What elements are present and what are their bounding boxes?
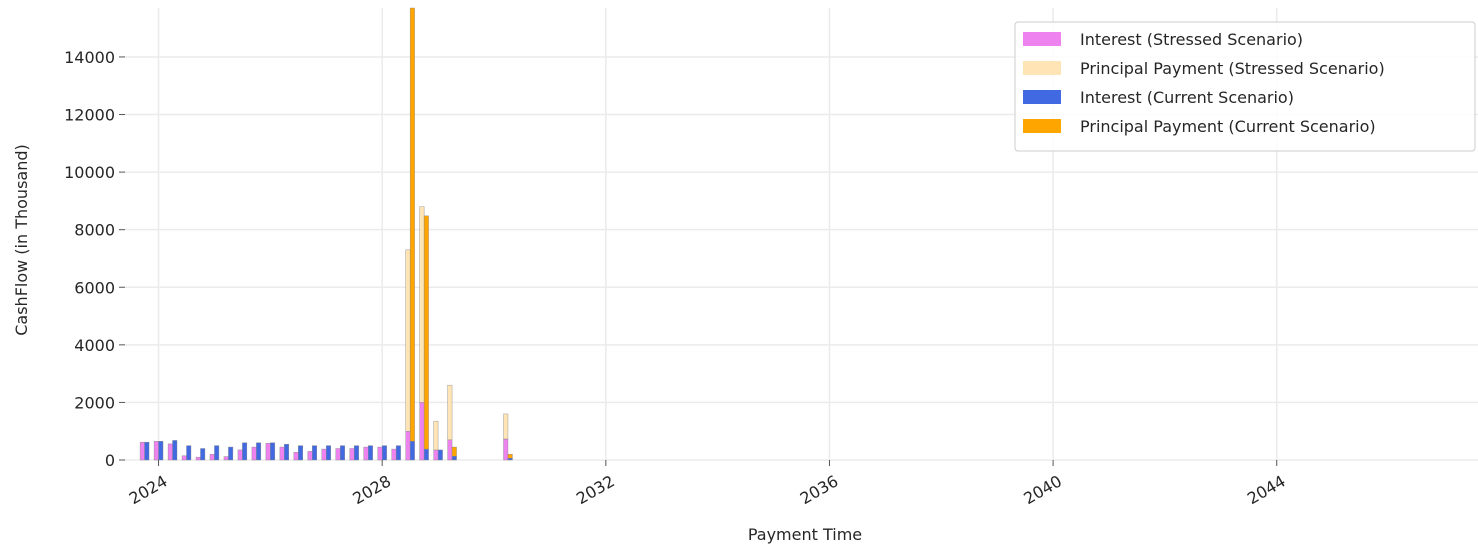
stressed-interest-bar: [139, 441, 145, 461]
stressed-interest-bar: [251, 446, 257, 461]
y-tick-label: 12000: [64, 106, 115, 125]
current-interest-bar: [312, 445, 317, 461]
current-interest-bar: [437, 449, 443, 461]
current-interest-bar: [144, 441, 150, 461]
legend-label: Principal Payment (Current Scenario): [1080, 117, 1376, 136]
y-tick-label: 14000: [64, 48, 115, 67]
current-interest-bar: [326, 445, 331, 461]
x-tick-label: 2044: [1244, 471, 1289, 508]
current-principal-bar: [423, 215, 429, 450]
legend-label: Interest (Stressed Scenario): [1080, 30, 1303, 49]
y-tick-label: 6000: [74, 278, 115, 297]
stressed-interest-bar: [293, 452, 299, 461]
x-axis-label: Payment Time: [748, 525, 862, 544]
current-interest-bar: [242, 442, 248, 461]
x-tick-label: 2028: [349, 471, 394, 508]
stressed-interest-bar: [419, 402, 425, 461]
legend-swatch: [1023, 119, 1061, 133]
current-interest-bar: [172, 440, 178, 461]
current-interest-bar: [298, 445, 303, 461]
y-axis-label: CashFlow (in Thousand): [12, 144, 31, 336]
stressed-principal-bar: [433, 420, 439, 451]
current-interest-bar: [284, 443, 290, 461]
y-tick-label: 0: [105, 451, 115, 470]
stressed-interest-bar: [167, 443, 173, 461]
legend-swatch: [1023, 90, 1061, 104]
stressed-principal-bar: [419, 206, 425, 403]
stressed-interest-bar: [195, 456, 201, 461]
x-tick-label: 2024: [126, 471, 171, 508]
x-tick-label: 2040: [1020, 471, 1065, 508]
current-principal-bar: [409, 7, 415, 442]
y-tick-label: 4000: [74, 336, 115, 355]
legend-box: [1014, 21, 1476, 152]
stressed-interest-bar: [447, 439, 453, 461]
stressed-interest-bar: [433, 449, 439, 461]
stressed-interest-bar: [503, 438, 509, 461]
stressed-interest-bar: [265, 443, 271, 461]
x-tick-label: 2032: [573, 471, 618, 508]
current-interest-bar: [186, 445, 192, 461]
stressed-interest-bar: [335, 448, 341, 461]
stressed-interest-bar: [307, 451, 313, 461]
stressed-interest-bar: [377, 446, 383, 461]
stressed-interest-bar: [237, 449, 243, 461]
stressed-interest-bar: [209, 454, 215, 461]
current-interest-bar: [368, 445, 373, 461]
stressed-interest-bar: [391, 448, 397, 461]
legend-swatch: [1023, 32, 1061, 46]
legend-swatch: [1023, 61, 1061, 75]
legend-label: Principal Payment (Stressed Scenario): [1080, 59, 1385, 78]
current-interest-bar: [340, 445, 345, 461]
current-interest-bar: [451, 456, 457, 461]
current-principal-bar: [451, 446, 457, 457]
y-tick-label: 8000: [74, 221, 115, 240]
stressed-interest-bar: [153, 441, 159, 461]
current-interest-bar: [256, 442, 262, 461]
grid-lines: [125, 8, 1478, 461]
stressed-interest-bar: [349, 448, 355, 461]
y-tick-label: 2000: [74, 393, 115, 412]
current-interest-bar: [200, 448, 206, 461]
current-interest-bar: [270, 442, 276, 461]
x-axis-ticks: 2024 2028 2032 2036 2040 2044: [126, 460, 1289, 508]
current-principal-bar: [507, 454, 513, 459]
current-interest-bar: [158, 441, 164, 461]
y-tick-label: 10000: [64, 163, 115, 182]
bars: [139, 7, 513, 461]
current-interest-bar: [395, 445, 401, 461]
current-interest-bar: [507, 458, 513, 461]
current-interest-bar: [354, 445, 359, 461]
stressed-interest-bar: [223, 456, 229, 461]
stressed-interest-bar: [181, 455, 187, 461]
legend-label: Interest (Current Scenario): [1080, 88, 1294, 107]
y-axis-ticks: 0 2000 4000 6000 8000 10000 12000 14000: [64, 48, 125, 470]
legend: Interest (Stressed Scenario) Principal Pa…: [1014, 21, 1476, 152]
stressed-interest-bar: [405, 431, 411, 461]
stressed-interest-bar: [363, 446, 369, 461]
current-interest-bar: [409, 441, 415, 461]
stressed-interest-bar: [279, 446, 285, 461]
stressed-interest-bar: [321, 448, 327, 461]
current-interest-bar: [423, 448, 429, 461]
stressed-principal-bar: [503, 413, 509, 440]
current-interest-bar: [228, 446, 234, 461]
stressed-principal-bar: [405, 249, 411, 432]
x-tick-label: 2036: [797, 471, 842, 508]
stressed-principal-bar: [447, 384, 453, 441]
current-interest-bar: [214, 445, 220, 461]
current-interest-bar: [381, 445, 387, 461]
